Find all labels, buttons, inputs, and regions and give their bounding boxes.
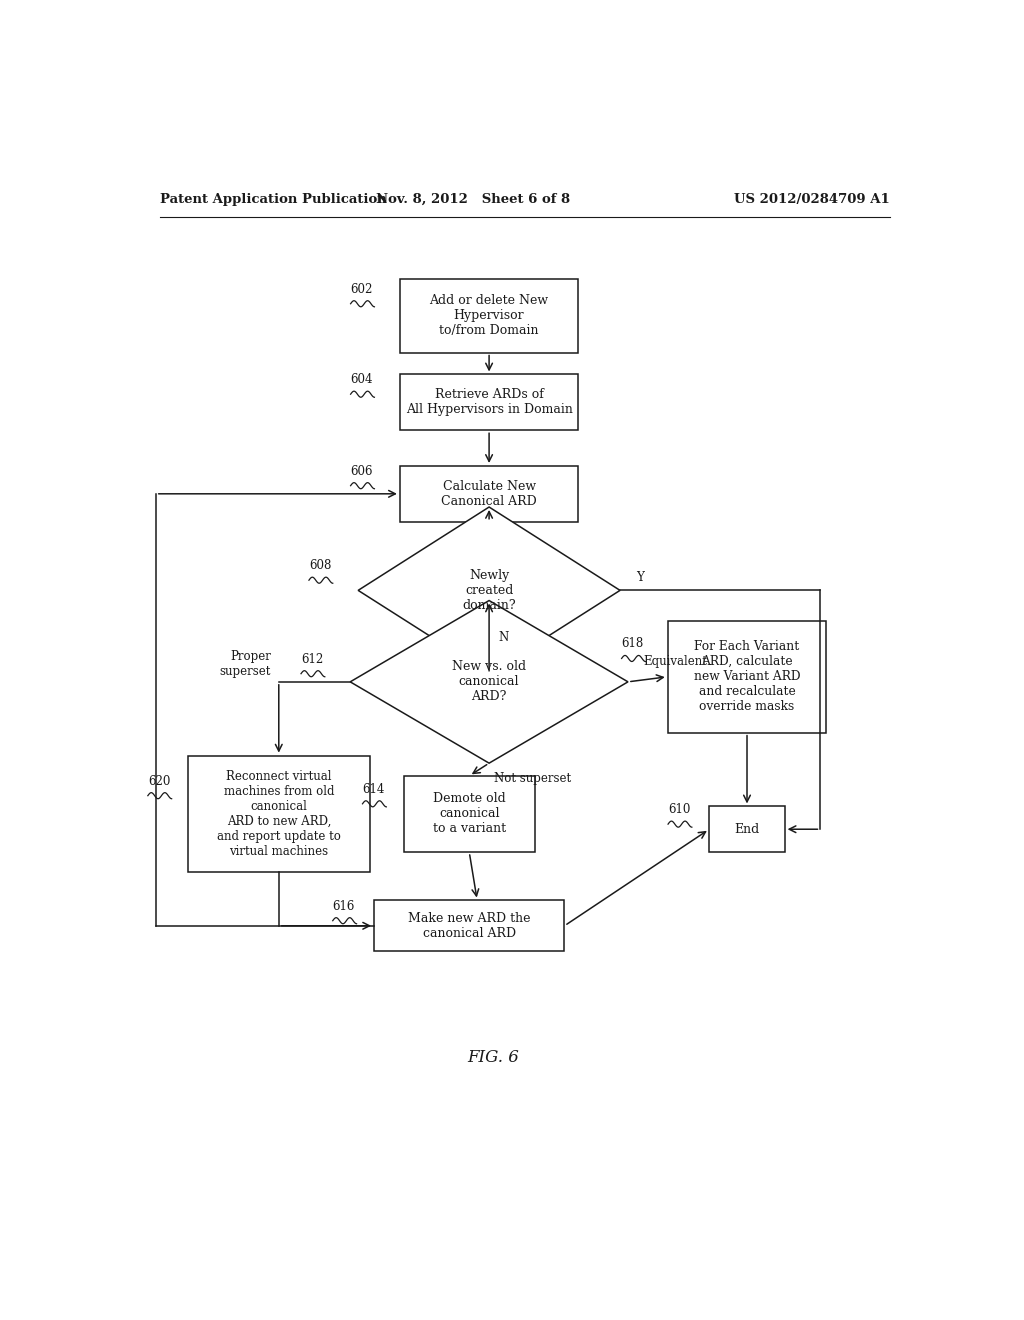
Text: Demote old
canonical
to a variant: Demote old canonical to a variant — [433, 792, 506, 836]
Text: 606: 606 — [350, 465, 373, 478]
Text: 608: 608 — [309, 560, 332, 572]
FancyBboxPatch shape — [710, 807, 784, 853]
Text: For Each Variant
ARD, calculate
new Variant ARD
and recalculate
override masks: For Each Variant ARD, calculate new Vari… — [693, 640, 801, 713]
FancyBboxPatch shape — [668, 620, 826, 733]
Text: Newly
created
domain?: Newly created domain? — [462, 569, 516, 612]
Text: FIG. 6: FIG. 6 — [467, 1049, 519, 1067]
Text: Reconnect virtual
machines from old
canonical
ARD to new ARD,
and report update : Reconnect virtual machines from old cano… — [217, 770, 341, 858]
Text: Patent Application Publication: Patent Application Publication — [160, 193, 386, 206]
Text: N: N — [499, 631, 509, 644]
Text: US 2012/0284709 A1: US 2012/0284709 A1 — [734, 193, 890, 206]
FancyBboxPatch shape — [399, 466, 579, 521]
FancyBboxPatch shape — [187, 755, 370, 873]
Text: Equivalent: Equivalent — [644, 655, 708, 668]
Text: Not superset: Not superset — [495, 772, 571, 785]
FancyBboxPatch shape — [399, 280, 579, 352]
Text: Calculate New
Canonical ARD: Calculate New Canonical ARD — [441, 479, 537, 508]
Text: Retrieve ARDs of
All Hypervisors in Domain: Retrieve ARDs of All Hypervisors in Doma… — [406, 388, 572, 416]
Text: Add or delete New
Hypervisor
to/from Domain: Add or delete New Hypervisor to/from Dom… — [429, 294, 549, 338]
Text: Proper
superset: Proper superset — [219, 649, 270, 677]
Text: End: End — [734, 822, 760, 836]
Polygon shape — [358, 507, 620, 673]
Text: Make new ARD the
canonical ARD: Make new ARD the canonical ARD — [408, 912, 530, 940]
Text: Y: Y — [636, 570, 644, 583]
Text: 614: 614 — [362, 783, 385, 796]
Text: 616: 616 — [333, 899, 355, 912]
Text: 610: 610 — [668, 803, 690, 816]
FancyBboxPatch shape — [403, 776, 535, 853]
FancyBboxPatch shape — [374, 900, 564, 952]
Text: Nov. 8, 2012   Sheet 6 of 8: Nov. 8, 2012 Sheet 6 of 8 — [376, 193, 570, 206]
Text: 602: 602 — [350, 282, 373, 296]
Polygon shape — [350, 601, 628, 763]
Text: 604: 604 — [350, 374, 373, 385]
Text: 620: 620 — [147, 775, 170, 788]
FancyBboxPatch shape — [399, 375, 579, 430]
Text: 618: 618 — [622, 638, 644, 651]
Text: New vs. old
canonical
ARD?: New vs. old canonical ARD? — [452, 660, 526, 704]
Text: 612: 612 — [301, 652, 324, 665]
